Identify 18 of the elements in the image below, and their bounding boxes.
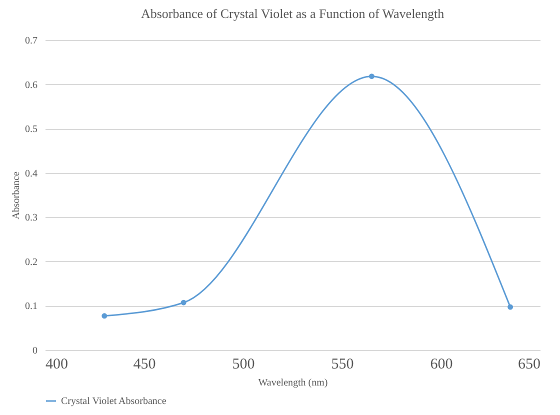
y-tick-label: 0.7 <box>25 36 38 46</box>
y-tick-label: 0.1 <box>25 301 38 312</box>
y-tick-label: 0.3 <box>25 212 38 224</box>
x-tick-label: 400 <box>46 356 68 372</box>
y-axis-title: Absorbance <box>11 171 22 220</box>
chart-title: Absorbance of Crystal Violet as a Function of Wavelength <box>140 6 445 21</box>
x-tick-label: 450 <box>133 356 156 372</box>
y-tick-label: 0.2 <box>25 256 38 268</box>
x-tick-label: 650 <box>518 356 540 372</box>
y-tick-label: 0.4 <box>25 168 38 180</box>
x-axis-title: Wavelength (nm) <box>258 378 328 388</box>
x-tick-label: 500 <box>232 356 255 372</box>
y-tick-label: 0 <box>32 346 38 356</box>
x-tick-label: 550 <box>331 356 354 372</box>
legend-label: Crystal Violet Absorbance <box>61 396 167 407</box>
y-tick-label: 0.6 <box>25 80 38 91</box>
x-tick-label: 600 <box>430 356 453 372</box>
y-tick-label: 0.5 <box>25 124 38 136</box>
